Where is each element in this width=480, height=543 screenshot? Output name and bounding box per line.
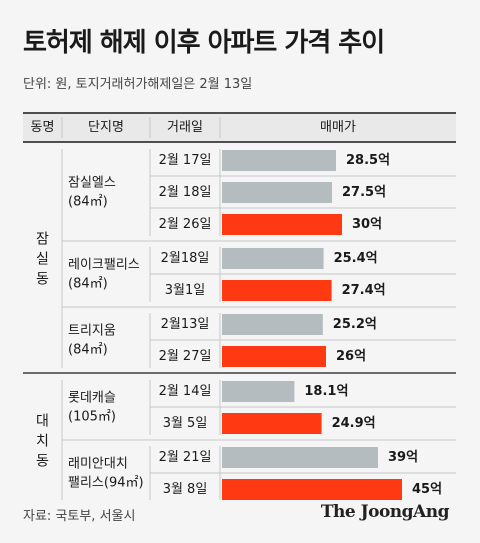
source-note: 자료: 국토부, 서울시 xyxy=(23,509,136,524)
table-header-bg xyxy=(23,113,456,142)
price-label: 27.5억 xyxy=(342,185,386,200)
bar-after xyxy=(222,479,402,500)
joongang-logo: The JoongAng xyxy=(320,502,450,522)
trade-date: 2월 26일 xyxy=(159,217,212,232)
trade-date: 2월 27일 xyxy=(159,349,212,364)
price-label: 18.1억 xyxy=(304,384,348,399)
price-table-chart: 동명 단지명 거래일 매매가 2월 17일 28.5억 2월 18일 27.5억 2월 26일 3… xyxy=(23,112,456,500)
complex-name: 래미안대치 xyxy=(68,457,128,472)
price-label: 26억 xyxy=(336,349,366,364)
complex-name: (84㎡) xyxy=(68,277,108,292)
trade-date: 2월13일 xyxy=(161,317,210,332)
trade-date: 2월 17일 xyxy=(159,153,212,168)
complex-name: 트리지움 xyxy=(68,324,116,339)
bar-before xyxy=(222,381,295,402)
bar-after xyxy=(222,346,326,367)
price-label: 25.4억 xyxy=(334,251,378,266)
trade-date: 2월18일 xyxy=(161,251,210,266)
bar-before xyxy=(222,314,323,335)
trade-date: 2월 18일 xyxy=(159,185,212,200)
trade-date: 2월 14일 xyxy=(159,384,212,399)
complex-name: 레이크팰리스 xyxy=(68,258,140,273)
bar-after xyxy=(222,214,342,235)
trade-date: 3월 8일 xyxy=(163,482,208,497)
column-header: 매매가 xyxy=(320,120,356,135)
trade-date: 3월 5일 xyxy=(163,416,208,431)
price-label: 25.2억 xyxy=(333,317,377,332)
bar-after xyxy=(222,413,322,434)
bar-before xyxy=(222,182,332,203)
bar-before xyxy=(222,447,378,468)
column-header: 동명 xyxy=(31,120,55,135)
complex-name: 잠실엘스 xyxy=(68,176,116,191)
price-label: 30억 xyxy=(352,217,382,232)
complex-name: (84㎡) xyxy=(68,343,108,358)
complex-name: 롯데캐슬 xyxy=(68,391,116,406)
bar-before xyxy=(222,150,336,171)
chart-subtitle: 단위: 원, 토지거래허가해제일은 2월 13일 xyxy=(23,77,253,92)
price-label: 28.5억 xyxy=(346,153,390,168)
trade-date: 2월 21일 xyxy=(159,450,212,465)
bar-after xyxy=(222,280,332,301)
chart-title: 토허제 해제 이후 아파트 가격 추이 xyxy=(23,28,385,58)
price-label: 39억 xyxy=(388,450,418,465)
complex-name: (105㎡) xyxy=(68,410,116,425)
price-label: 27.4억 xyxy=(342,283,386,298)
column-header: 거래일 xyxy=(167,120,203,135)
price-label: 45억 xyxy=(412,482,442,497)
bar-before xyxy=(222,248,324,269)
complex-name: 팰리스(94㎡) xyxy=(68,476,144,491)
complex-name: (84㎡) xyxy=(68,195,108,210)
trade-date: 3월1일 xyxy=(165,283,205,298)
column-header: 단지명 xyxy=(88,120,124,135)
price-label: 24.9억 xyxy=(332,416,376,431)
